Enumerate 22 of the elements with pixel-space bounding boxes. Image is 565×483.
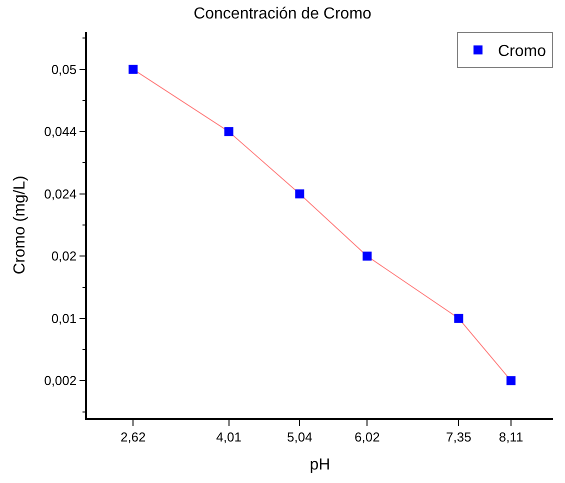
x-tick-label: 5,04 <box>287 429 312 444</box>
x-tick-label: 7,35 <box>446 429 472 444</box>
y-tick-label: 0,01 <box>51 310 77 326</box>
y-tick-label: 0,024 <box>44 186 77 202</box>
point <box>128 64 138 74</box>
point <box>295 189 304 198</box>
legend-label: Cromo <box>498 43 546 60</box>
y-tick-label: 0,044 <box>44 124 77 140</box>
y-tick-label: 0,05 <box>51 62 77 77</box>
chart-title: Concentración de Cromo <box>194 5 372 22</box>
x-tick-label: 8,11 <box>498 429 524 444</box>
x-axis-title: pH <box>310 456 330 474</box>
y-tick-label: 0,002 <box>44 373 77 388</box>
point <box>224 127 234 136</box>
x-tick-label: 4,01 <box>216 429 242 444</box>
point <box>362 252 372 261</box>
point <box>454 314 464 323</box>
x-tick-label: 2,62 <box>120 429 146 444</box>
y-axis-title: Cromo (mg/L) <box>12 176 29 274</box>
point <box>506 376 516 386</box>
y-tick-label: 0,02 <box>51 248 77 264</box>
x-tick-label: 6,02 <box>354 429 380 444</box>
